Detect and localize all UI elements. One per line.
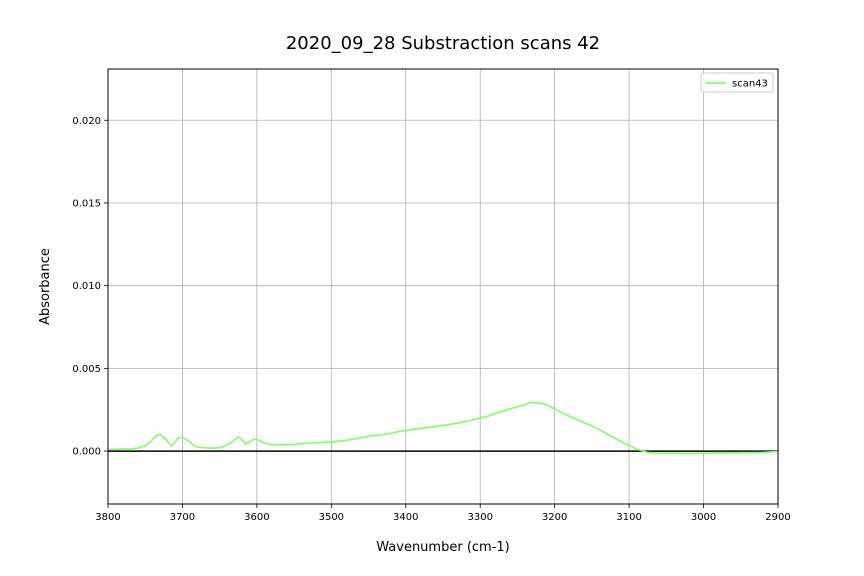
x-tick-label: 3600 <box>244 512 269 523</box>
x-tick-label: 2900 <box>765 512 790 523</box>
series-line-scan43 <box>107 401 779 455</box>
y-tick-label: 0.015 <box>72 198 101 209</box>
y-axis-label: Absorbance <box>38 248 53 325</box>
x-tick-label: 3500 <box>319 512 344 523</box>
y-tick-label: 0.010 <box>72 281 101 292</box>
x-axis-label: Wavenumber (cm-1) <box>376 540 509 555</box>
y-axis-ticks: 0.000 0.005 0.010 0.015 0.020 <box>72 116 108 458</box>
plot-area-background <box>108 69 778 504</box>
legend-box <box>700 72 774 93</box>
x-tick-label: 3200 <box>542 512 567 523</box>
x-tick-label: 3700 <box>170 512 195 523</box>
legend-label: scan43 <box>732 79 768 90</box>
chart-title: 2020_09_28 Substraction scans 42 <box>286 33 600 54</box>
x-tick-label: 3100 <box>616 512 641 523</box>
y-tick-label: 0.005 <box>72 364 101 375</box>
x-tick-label: 3800 <box>95 512 120 523</box>
legend: scan43 <box>700 72 774 93</box>
x-axis-ticks: 3800 3700 3600 3500 3400 3300 3200 3100 3000 2900 <box>95 504 791 523</box>
y-tick-label: 0.000 <box>72 447 101 458</box>
plot-frame <box>107 68 779 505</box>
x-tick-label: 3400 <box>393 512 418 523</box>
x-tick-label: 3000 <box>691 512 716 523</box>
series-lines <box>107 401 779 455</box>
x-tick-label: 3300 <box>467 512 492 523</box>
y-tick-label: 0.020 <box>72 116 101 127</box>
